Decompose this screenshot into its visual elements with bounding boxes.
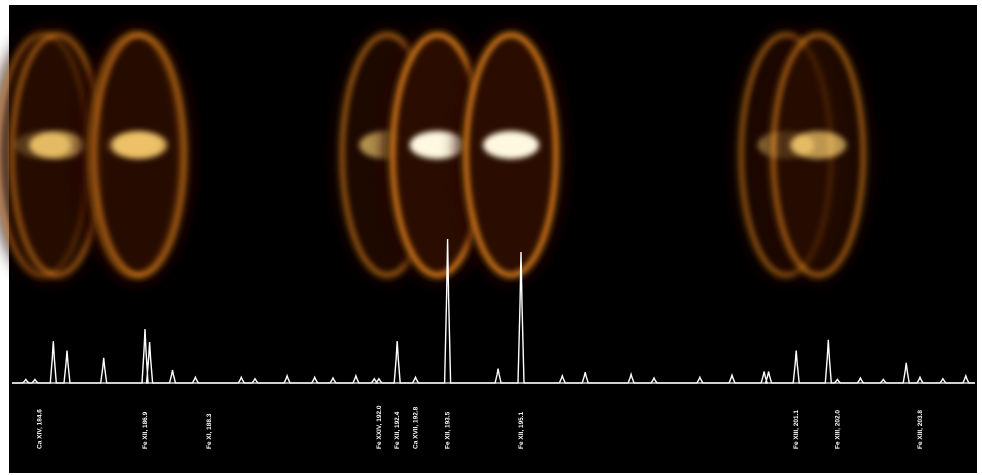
spectrum-trace (12, 238, 975, 384)
disk-limb (463, 32, 559, 278)
line-label: Fe XI, 188.3 (206, 413, 213, 449)
line-label: Fe XII, 192.4 (394, 411, 401, 449)
active-region-band (29, 131, 86, 159)
line-label: Ca XVII, 192.8 (413, 406, 420, 449)
line-label: Ca XIV, 184.6 (37, 409, 44, 449)
solar-disk-images (0, 27, 873, 283)
active-region-band (111, 131, 168, 159)
spectrum-line (12, 238, 975, 384)
line-labels: Ca XIV, 184.6 Fe XII, 186.9 Fe XI, 188.3 Fe… (37, 405, 925, 449)
active-region-band (790, 131, 847, 159)
solar-disk (457, 27, 566, 283)
disk-limb (92, 32, 188, 278)
line-label: Fe XIII, 201.1 (793, 410, 800, 449)
line-label: Fe XIII, 202.0 (834, 410, 841, 449)
active-region-band (483, 131, 540, 159)
solar-disk (85, 27, 194, 283)
line-label: Fe XII, 195.1 (518, 411, 525, 449)
line-label: Fe XIII, 203.8 (917, 410, 924, 449)
solar-disk (3, 27, 112, 283)
solar-disk (764, 27, 873, 283)
line-label: Fe XXIV, 192.0 (376, 405, 383, 449)
disk-limb (770, 32, 866, 278)
line-label: Fe XII, 193.5 (445, 411, 452, 449)
active-region-band (409, 131, 466, 159)
line-label: Fe XII, 186.9 (142, 411, 149, 449)
